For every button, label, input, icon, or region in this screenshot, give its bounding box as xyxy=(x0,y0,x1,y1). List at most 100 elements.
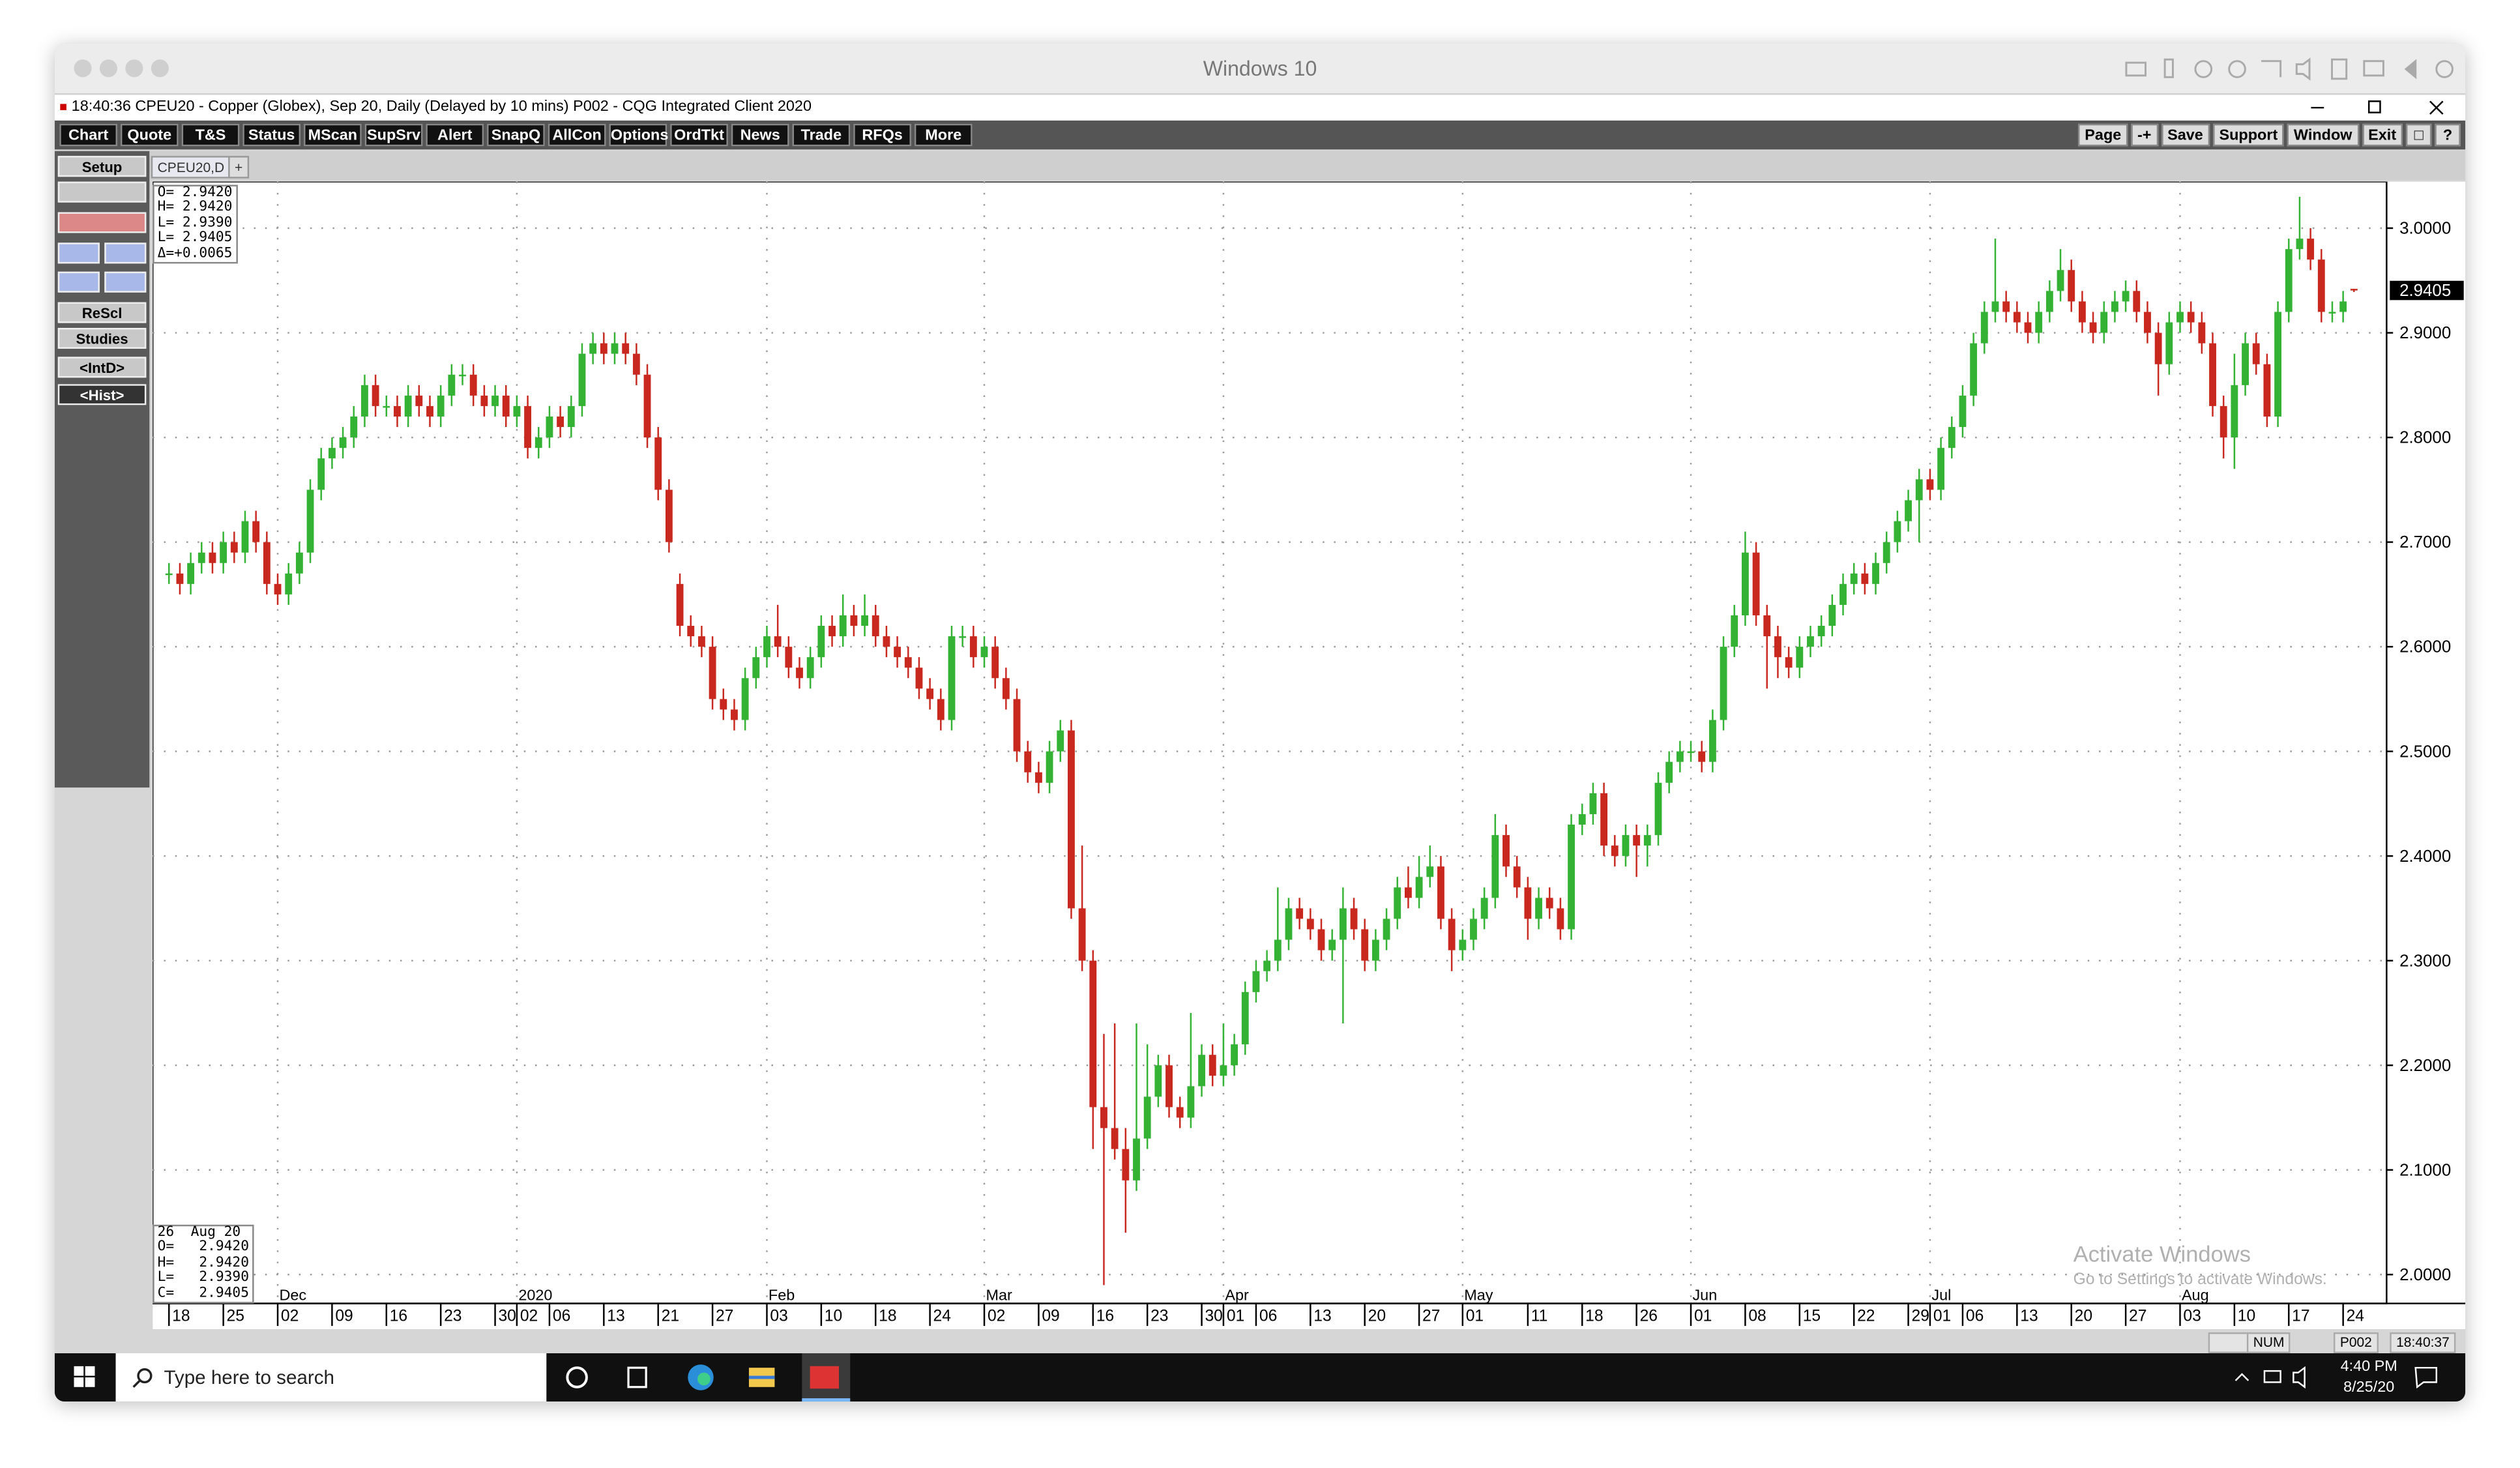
icon-button[interactable] xyxy=(104,271,147,293)
readout-line: C= 2.9405 xyxy=(157,1285,249,1302)
intraday-button[interactable]: <IntD> xyxy=(57,357,147,378)
candle-body xyxy=(2328,312,2336,314)
y-tick-label: 2.2000 xyxy=(2399,1057,2451,1075)
toolbar-button[interactable]: News xyxy=(731,123,789,147)
candle-body xyxy=(513,405,521,417)
candle-body xyxy=(1959,395,1967,428)
chart-tab[interactable]: CPEU20,D xyxy=(151,156,231,179)
x-tick-label: 06 xyxy=(1259,1308,1277,1325)
candle-body xyxy=(2165,322,2173,364)
setup-button[interactable]: Setup xyxy=(57,156,147,177)
candle-body xyxy=(2002,301,2010,312)
rescale-button[interactable]: ReScl xyxy=(57,302,147,323)
toolbar-button[interactable]: AllCon xyxy=(548,123,606,147)
candle-body xyxy=(2263,364,2271,417)
candle-body xyxy=(1415,877,1423,898)
toolbar-button[interactable]: Options xyxy=(609,123,668,147)
toolbar-button[interactable]: Support xyxy=(2212,123,2285,147)
month-label: 2020 xyxy=(518,1287,552,1304)
search-box[interactable]: Type here to search xyxy=(115,1353,547,1402)
candle-body xyxy=(665,490,673,542)
candle-body xyxy=(2220,405,2227,438)
candle-body xyxy=(1013,699,1021,752)
toolbar-button[interactable]: MScan xyxy=(303,123,362,147)
candle-body xyxy=(1970,343,1978,396)
vm-window: Windows 10 ■ 18:40:36 CPEU20 - Copper (G… xyxy=(54,43,2466,1402)
candle-body xyxy=(1285,908,1293,940)
toolbar-button[interactable]: Window xyxy=(2287,123,2359,147)
toolbar-button[interactable]: T&S xyxy=(181,123,240,147)
toolbar-button[interactable]: Trade xyxy=(792,123,851,147)
window-controls[interactable] xyxy=(2305,98,2457,117)
toolbar-button[interactable]: SnapQ xyxy=(487,123,545,147)
candle-body xyxy=(709,647,716,699)
toolbar-button[interactable]: OrdTkt xyxy=(670,123,728,147)
toolbar-button[interactable]: Save xyxy=(2161,123,2210,147)
candle-body xyxy=(1306,918,1314,930)
close-dot[interactable] xyxy=(74,59,92,78)
x-tick-label: 18 xyxy=(172,1308,190,1325)
icon-button[interactable] xyxy=(104,242,147,264)
x-tick-label: 02 xyxy=(281,1308,299,1325)
icon-button[interactable] xyxy=(57,271,100,293)
candle-body xyxy=(491,395,499,406)
candle-body xyxy=(1154,1065,1162,1097)
candle-body xyxy=(1643,835,1651,846)
candle-body xyxy=(915,668,923,689)
candle-body xyxy=(1557,908,1564,930)
candle-body xyxy=(1002,678,1010,699)
candle-body xyxy=(263,542,271,584)
history-button[interactable]: <Hist> xyxy=(57,384,147,405)
toolbar-button[interactable]: Page xyxy=(2078,123,2128,147)
candle-body xyxy=(2133,291,2141,312)
extra-dot[interactable] xyxy=(151,59,169,78)
notification-button[interactable] xyxy=(2414,1366,2439,1389)
x-tick-label: 01 xyxy=(1694,1308,1712,1325)
toolbar-button[interactable]: Alert xyxy=(426,123,484,147)
taskbar-apps xyxy=(566,1353,851,1402)
start-button[interactable] xyxy=(74,1366,96,1389)
toolbar-button[interactable]: SupSrv xyxy=(364,123,423,147)
x-tick-label: 06 xyxy=(553,1308,570,1325)
candle-body xyxy=(2045,291,2053,312)
candle-body xyxy=(1948,427,1956,448)
app-title: 18:40:36 CPEU20 - Copper (Globex), Sep 2… xyxy=(71,98,812,116)
x-tick-label: 27 xyxy=(1422,1308,1440,1325)
icon-button[interactable] xyxy=(57,242,100,264)
toolbar-button[interactable]: Chart xyxy=(59,123,117,147)
candle-body xyxy=(1535,898,1542,919)
month-label: May xyxy=(1464,1287,1493,1304)
print-button[interactable] xyxy=(57,181,147,203)
toolbar-button[interactable]: Exit xyxy=(2362,123,2403,147)
zoom-dot[interactable] xyxy=(125,59,143,78)
toolbar-button[interactable]: Quote xyxy=(120,123,179,147)
candle-body xyxy=(2242,343,2249,385)
x-tick-label: 13 xyxy=(1313,1308,1331,1325)
candle-body xyxy=(1078,908,1086,961)
studies-button[interactable]: Studies xyxy=(57,327,147,349)
min-dot[interactable] xyxy=(99,59,117,78)
month-label: Mar xyxy=(986,1287,1012,1304)
candle-body xyxy=(1654,782,1662,836)
candle-body xyxy=(2231,385,2238,438)
icon-button[interactable] xyxy=(57,212,147,233)
toolbar-button[interactable]: -+ xyxy=(2131,123,2158,147)
toolbar-icon[interactable]: ? xyxy=(2435,123,2461,147)
tab-row: CPEU20,D + xyxy=(54,151,2466,181)
candle-body xyxy=(1915,479,1923,501)
readout-line: O= 2.9420 xyxy=(157,1239,249,1256)
candle-body xyxy=(328,448,336,459)
candle-body xyxy=(697,636,705,647)
candle-body xyxy=(741,678,749,720)
readout-line: Δ=+0.0065 xyxy=(157,245,233,261)
x-tick-label: 23 xyxy=(444,1308,462,1325)
add-tab[interactable]: + xyxy=(228,156,250,179)
month-label: Dec xyxy=(279,1287,306,1304)
toolbar-button[interactable]: RFQs xyxy=(853,123,911,147)
x-tick-label: 30 xyxy=(498,1308,516,1325)
candle-body xyxy=(1817,626,1825,637)
toolbar-button[interactable]: More xyxy=(914,123,973,147)
toolbar-icon[interactable]: □ xyxy=(2405,123,2432,147)
toolbar-button[interactable]: Status xyxy=(242,123,301,147)
side-panel: Setup ReScl Studies <IntD> <Hist> xyxy=(54,151,150,788)
